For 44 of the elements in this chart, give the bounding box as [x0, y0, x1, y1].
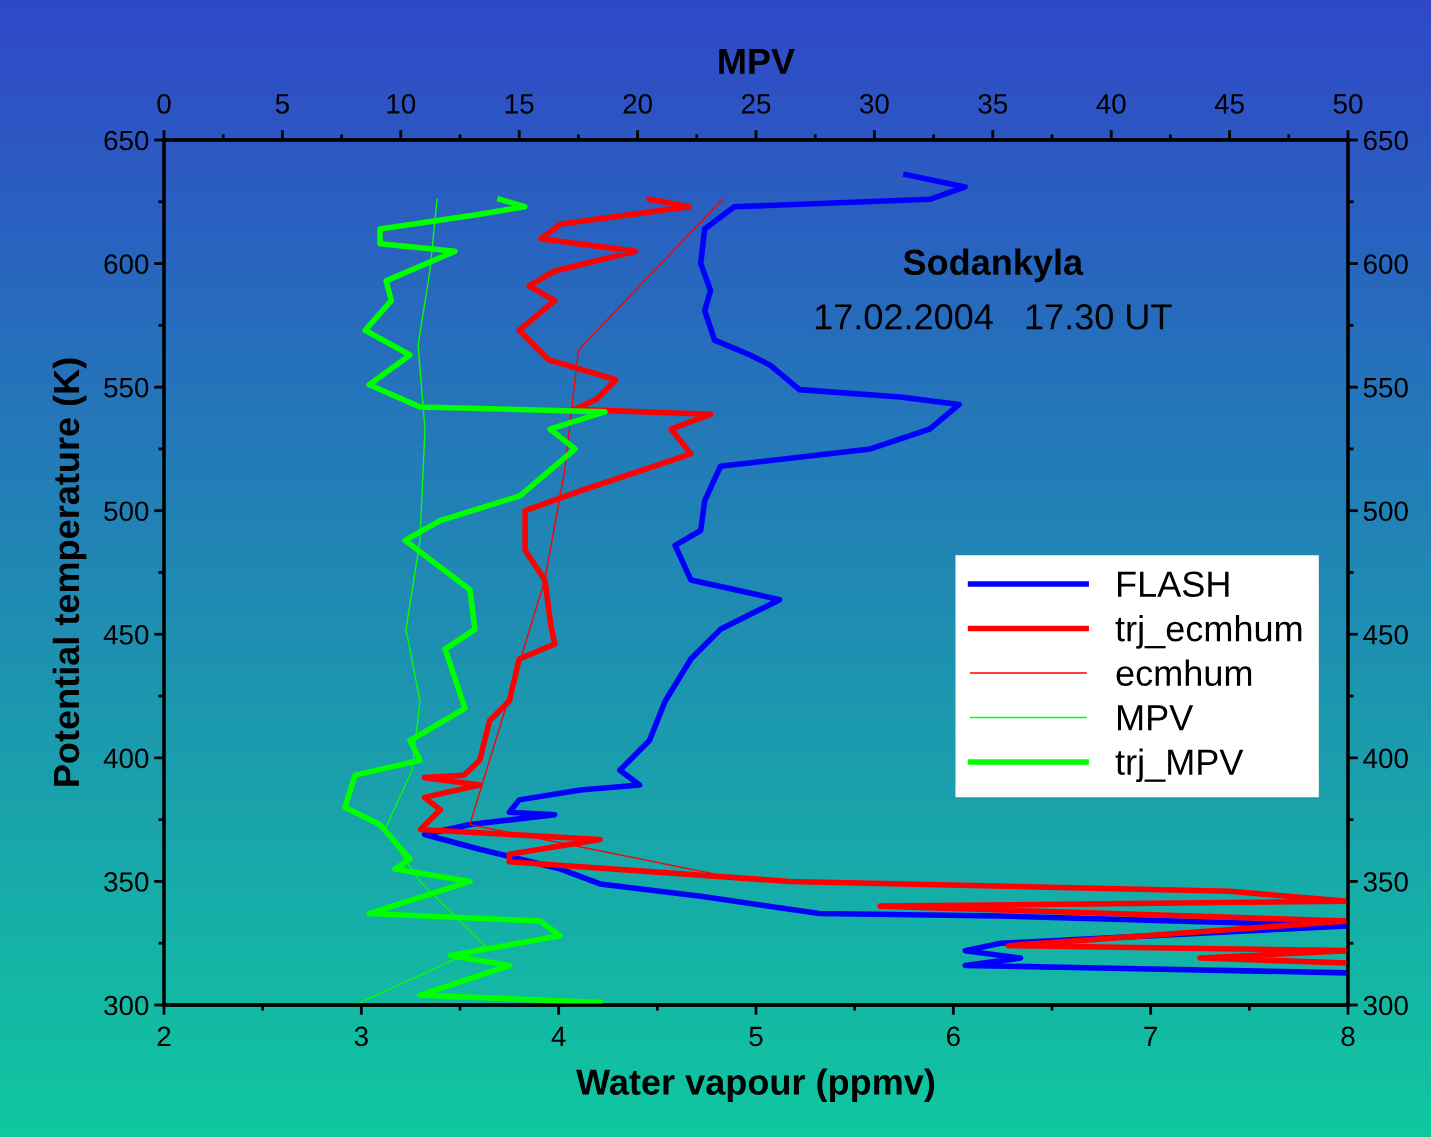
x2-tick-label: 35 [978, 94, 1008, 114]
x-tick-label: 5 [749, 1026, 763, 1047]
y2-tick-label: 500 [1363, 501, 1408, 522]
y-tick-label: 500 [104, 501, 149, 522]
x2-tick-label: 50 [1333, 94, 1363, 114]
x2-tick-label: 10 [387, 94, 416, 114]
y-tick-label: 450 [103, 624, 149, 645]
x2-tick-label: 30 [860, 94, 889, 114]
x2-tick-label: 0 [157, 94, 171, 114]
y-tick-label: 300 [104, 995, 149, 1016]
y2-tick-label: 350 [1363, 872, 1408, 892]
annotation: 17.02.2004 17.30 UT [815, 304, 1172, 330]
x-tick-label: 8 [1341, 1026, 1355, 1047]
legend-label: trj_ecmhum [1115, 614, 1302, 649]
y-tick-label: 400 [103, 748, 149, 769]
x2-tick-label: 40 [1096, 94, 1126, 114]
x-axis-title: Water vapour (ppmv) [576, 1068, 935, 1103]
annotation: Sodankyla [903, 248, 1084, 283]
x-tick-label: 7 [1144, 1026, 1157, 1046]
y2-tick-label: 400 [1363, 748, 1408, 769]
y2-tick-label: 600 [1363, 254, 1408, 274]
y2-tick-label: 650 [1363, 130, 1408, 151]
legend-label: FLASH [1118, 571, 1229, 597]
x2-axis-title: MPV [719, 48, 795, 74]
x-tick-label: 2 [157, 1026, 171, 1046]
y2-tick-label: 300 [1363, 995, 1408, 1016]
x2-tick-label: 5 [275, 94, 289, 114]
y-tick-label: 600 [104, 254, 149, 274]
legend-label: ecmhum [1116, 659, 1252, 686]
x-tick-label: 6 [947, 1026, 960, 1047]
y2-tick-label: 550 [1363, 377, 1408, 398]
y-tick-label: 650 [104, 130, 149, 151]
y-axis-title: Potential temperature (K) [52, 358, 87, 786]
y-tick-label: 350 [104, 872, 149, 892]
x2-tick-label: 45 [1214, 94, 1244, 114]
legend-label: trj_MPV [1115, 748, 1244, 783]
legend-label: MPV [1118, 705, 1194, 731]
x2-tick-label: 15 [505, 94, 534, 114]
x2-tick-label: 20 [623, 94, 652, 114]
x-tick-label: 3 [354, 1026, 368, 1047]
y2-tick-label: 450 [1363, 624, 1408, 645]
x2-tick-label: 25 [741, 94, 771, 114]
y-tick-label: 550 [104, 377, 149, 398]
x-tick-label: 4 [551, 1026, 566, 1046]
